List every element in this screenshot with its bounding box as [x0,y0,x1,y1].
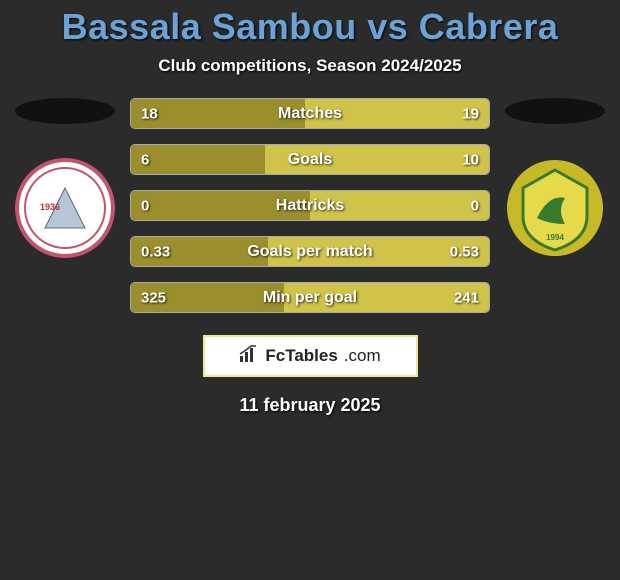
stat-bar-label: Matches [278,105,342,123]
stat-left-value: 0.33 [141,243,170,260]
stat-left-value: 6 [141,151,149,168]
stat-left-value: 0 [141,197,149,214]
stat-bar-label: Min per goal [263,289,357,307]
stat-right-value: 10 [462,151,479,168]
stat-right-value: 241 [454,289,479,306]
stat-bar: Goals 6 10 [130,144,490,175]
brand-watermark: FcTables .com [203,335,418,377]
left-player-column: 1936 [6,98,124,258]
page-title: Bassala Sambou vs Cabrera [0,0,620,48]
svg-text:1994: 1994 [546,233,564,242]
left-team-badge: 1936 [15,158,115,258]
right-team-badge: 1994 [505,158,605,258]
stat-bar-label: Hattricks [276,197,344,215]
brand-name: FcTables [265,346,337,366]
stat-bar: Goals per match 0.33 0.53 [130,236,490,267]
stat-bar: Hattricks 0 0 [130,190,490,221]
stat-right-value: 0 [471,197,479,214]
date-label: 11 february 2025 [0,395,620,416]
stat-left-value: 325 [141,289,166,306]
brand-chart-icon [239,345,259,368]
stat-right-value: 0.53 [450,243,479,260]
stat-bar-left-segment [131,145,265,174]
page-subtitle: Club competitions, Season 2024/2025 [0,56,620,76]
right-player-name-oval [505,98,605,124]
stat-right-value: 19 [462,105,479,122]
stat-bar: Matches 18 19 [130,98,490,129]
stat-bar-label: Goals per match [247,243,372,261]
stat-bar: Min per goal 325 241 [130,282,490,313]
stats-bars: Matches 18 19 Goals 6 10 Hattricks 0 0 Goals per … [124,98,496,313]
left-player-name-oval [15,98,115,124]
brand-domain: .com [344,346,381,366]
right-player-column: 1994 [496,98,614,258]
stat-left-value: 18 [141,105,158,122]
stat-bar-label: Goals [288,151,332,169]
svg-text:1936: 1936 [40,202,60,212]
